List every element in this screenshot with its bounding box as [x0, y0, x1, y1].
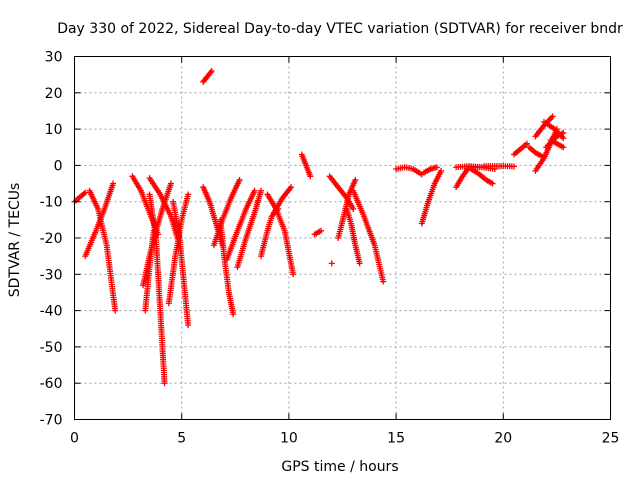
series-arc-28: [418, 167, 445, 227]
y-tick-labels: 30 20 10 0 -10 -20 -30 -40 -50 -60 -70: [40, 50, 63, 429]
data-point: [258, 187, 265, 194]
series-arc-14: [217, 216, 237, 318]
data-point: [161, 380, 168, 387]
data-point: [350, 205, 357, 212]
x-tick-label: 15: [387, 431, 405, 447]
x-axis-label: GPS time / hours: [281, 459, 398, 475]
x-tick-label: 25: [602, 431, 620, 447]
data-point: [433, 164, 440, 171]
data-point: [288, 184, 295, 191]
x-tick-label: 10: [280, 431, 298, 447]
y-tick-label: -40: [40, 304, 63, 320]
data-point: [438, 167, 445, 174]
y-tick-label: -60: [40, 376, 63, 392]
y-tick-label: -70: [40, 413, 63, 429]
gridlines: [74, 56, 611, 420]
data-point: [356, 260, 363, 267]
series-arc-15: [223, 187, 258, 263]
y-tick-label: 20: [45, 86, 63, 102]
series-arc-20: [298, 151, 314, 180]
data-point: [112, 307, 119, 314]
chart-title: Day 330 of 2022, Sidereal Day-to-day VTE…: [57, 21, 623, 37]
y-tick-label: 0: [54, 158, 63, 174]
data-point: [208, 68, 215, 75]
series-arc-34: [511, 140, 530, 158]
data-point: [230, 311, 237, 318]
series-arc-16: [234, 187, 265, 271]
series-arc-26: [350, 187, 387, 285]
data-point: [110, 180, 117, 187]
data-point: [560, 135, 567, 142]
data-point: [82, 189, 89, 196]
data-point: [380, 278, 387, 285]
data-point: [318, 227, 325, 234]
y-tick-label: 10: [45, 122, 63, 138]
series-arc-07: [146, 191, 168, 387]
series-arc-01: [71, 189, 89, 205]
x-tick-label: 20: [494, 431, 512, 447]
series-arc-22: [328, 260, 335, 267]
data-point: [489, 180, 496, 187]
series-arc-25: [343, 205, 363, 267]
data-point: [560, 129, 567, 136]
data-point: [290, 271, 297, 278]
data-point: [511, 163, 518, 170]
series-arc-11: [200, 68, 215, 85]
y-tick-label: -10: [40, 195, 63, 211]
series-arc-29: [420, 164, 440, 176]
data-point: [328, 260, 335, 267]
y-tick-label: 30: [45, 50, 63, 66]
series-arc-19: [270, 184, 295, 216]
data-point: [523, 140, 530, 147]
data-point: [549, 113, 556, 120]
series-arc-03: [86, 187, 119, 314]
axis-ticks: [74, 56, 611, 420]
data-point: [185, 191, 192, 198]
data-point: [560, 144, 567, 151]
y-tick-label: -20: [40, 231, 63, 247]
y-tick-label: -50: [40, 340, 63, 356]
series-arc-32: [468, 166, 496, 187]
x-tick-label: 5: [177, 431, 186, 447]
series-arc-09: [165, 191, 192, 307]
x-tick-label: 0: [70, 431, 79, 447]
y-axis-label: SDTVAR / TECUs: [7, 183, 23, 298]
data-point: [307, 173, 314, 180]
series-arc-33: [481, 163, 518, 170]
series-arc-06: [142, 227, 157, 314]
data-point: [236, 176, 243, 183]
series-arc-10: [170, 198, 192, 329]
series-arc-21: [311, 227, 325, 238]
data-points: [71, 68, 567, 387]
y-tick-label: -30: [40, 267, 63, 283]
data-point: [167, 180, 174, 187]
series-arc-27: [393, 164, 425, 178]
x-tick-labels: 0 5 10 15 20 25: [70, 431, 619, 447]
series-arc-40: [547, 136, 567, 151]
data-point: [251, 187, 258, 194]
data-point: [185, 322, 192, 329]
data-point: [352, 176, 359, 183]
